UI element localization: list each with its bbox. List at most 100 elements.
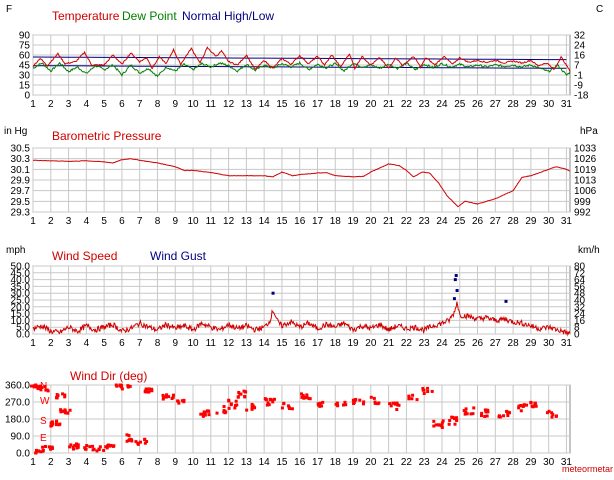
wind-dir-point (392, 401, 396, 405)
pressure-ytick-left: 30.3 (11, 154, 31, 165)
wind-dir-point (388, 402, 392, 406)
wind-ytick-left: 50.0 (11, 262, 31, 273)
wind-dir-point (321, 400, 325, 404)
pressure-ytick-right: 999 (574, 197, 591, 208)
wind_dir-ytick-left: 0.0 (16, 449, 30, 460)
wind-dir-point (336, 404, 340, 408)
wind_dir-xtick: 27 (490, 457, 502, 468)
wind_dir-xtick: 26 (472, 457, 484, 468)
pressure-xtick: 28 (508, 216, 520, 227)
wind-xtick: 19 (348, 338, 360, 349)
wind-dir-point (532, 404, 536, 408)
wind-dir-point (472, 406, 476, 410)
temperature-ytick-right: -9 (574, 81, 583, 92)
wind-ytick-left: 20.0 (11, 302, 31, 313)
pressure-xtick: 15 (276, 216, 288, 227)
wind-dir-point (58, 422, 62, 426)
wind-dir-point (98, 445, 102, 449)
temperature-ytick-right: -1 (574, 71, 583, 82)
wind-xtick: 18 (330, 338, 342, 349)
temperature-line (32, 46, 571, 72)
dew-point-line (32, 61, 571, 78)
wind-dir-point (102, 448, 106, 452)
wind-dir-point (341, 403, 345, 407)
wind-dir-point (504, 409, 508, 413)
wind-dir-point (421, 386, 425, 390)
pressure-xtick: 18 (330, 216, 342, 227)
wind-xtick: 5 (101, 338, 107, 349)
temperature-xtick: 10 (187, 99, 199, 110)
normal-low-line (32, 65, 567, 69)
compass-label: S (40, 416, 47, 427)
temperature-xtick: 26 (472, 99, 484, 110)
wind-dir-point (344, 403, 348, 407)
wind-dir-point (415, 398, 419, 402)
wind-dir-point (61, 409, 65, 413)
wind-dir-point (471, 412, 475, 416)
wind-dir-point (128, 384, 132, 388)
wind_dir-xtick: 5 (101, 457, 107, 468)
temperature-xtick: 9 (172, 99, 178, 110)
pressure-xtick: 21 (383, 216, 395, 227)
wind-dir-point (451, 416, 455, 420)
wind-xtick: 28 (508, 338, 520, 349)
wind-dir-point (138, 440, 142, 444)
temperature-ytick-right: 16 (574, 51, 586, 62)
wind-dir-point (49, 424, 53, 428)
wind-ytick-left: 45.0 (11, 268, 31, 279)
wind-dir-point (76, 445, 80, 449)
pressure-ytick-left: 29.7 (11, 186, 31, 197)
pressure-ytick-left: 29.9 (11, 176, 31, 187)
wind-dir-point (43, 385, 47, 389)
wind-dir-point (440, 421, 444, 425)
wind-dir-point (144, 387, 148, 391)
wind-dir-point (50, 420, 54, 424)
wind_dir-xtick: 14 (259, 457, 271, 468)
temperature-ytick-left: 30 (19, 71, 31, 82)
wind-dir-point (229, 402, 233, 406)
wind-dir-point (479, 414, 483, 418)
wind-dir-point (300, 395, 304, 399)
pressure-xtick: 6 (119, 216, 125, 227)
wind-dir-point (203, 410, 207, 414)
wind-dir-point (243, 395, 247, 399)
wind-ytick-right: 0 (574, 330, 580, 341)
wind-dir-point (147, 390, 151, 394)
wind-dir-point (519, 404, 523, 408)
wind_dir-xtick: 22 (401, 457, 413, 468)
wind-dir-point (358, 398, 362, 402)
wind_dir-xtick: 1 (30, 457, 36, 468)
wind-ytick-left: 15.0 (11, 309, 31, 320)
wind-dir-point (203, 413, 207, 417)
wind-dir-point (455, 416, 459, 420)
wind-dir-point (164, 395, 168, 399)
wind-ytick-left: 35.0 (11, 282, 31, 293)
wind_dir-xtick: 11 (206, 457, 217, 468)
wind-dir-point (50, 446, 54, 450)
temperature-xtick: 8 (155, 99, 161, 110)
wind-ytick-right: 80 (574, 262, 586, 273)
wind-gust-point (453, 278, 457, 282)
wind-dir-point (317, 403, 321, 407)
wind-dir-point (264, 398, 268, 402)
wind-dir-point (517, 406, 521, 410)
temperature-xtick: 5 (101, 99, 107, 110)
wind-xtick: 8 (155, 338, 161, 349)
wind_dir-xtick: 31 (561, 457, 573, 468)
wind-gust-point (452, 297, 456, 301)
wind-dir-point (250, 407, 254, 411)
wind-dir-point (268, 397, 272, 401)
wind-dir-point (441, 419, 445, 423)
wind_dir-ytick-left: 360.0 (5, 381, 30, 392)
pressure-xtick: 16 (294, 216, 306, 227)
wind-dir-point (207, 413, 211, 417)
wind-dir-point (522, 403, 526, 407)
temperature-xtick: 30 (543, 99, 555, 110)
wind-dir-point (422, 391, 426, 395)
wind-dir-point (127, 438, 131, 442)
wind-dir-point (303, 396, 307, 400)
temperature-xtick: 13 (241, 99, 253, 110)
pressure-ytick-right: 1013 (574, 176, 597, 187)
